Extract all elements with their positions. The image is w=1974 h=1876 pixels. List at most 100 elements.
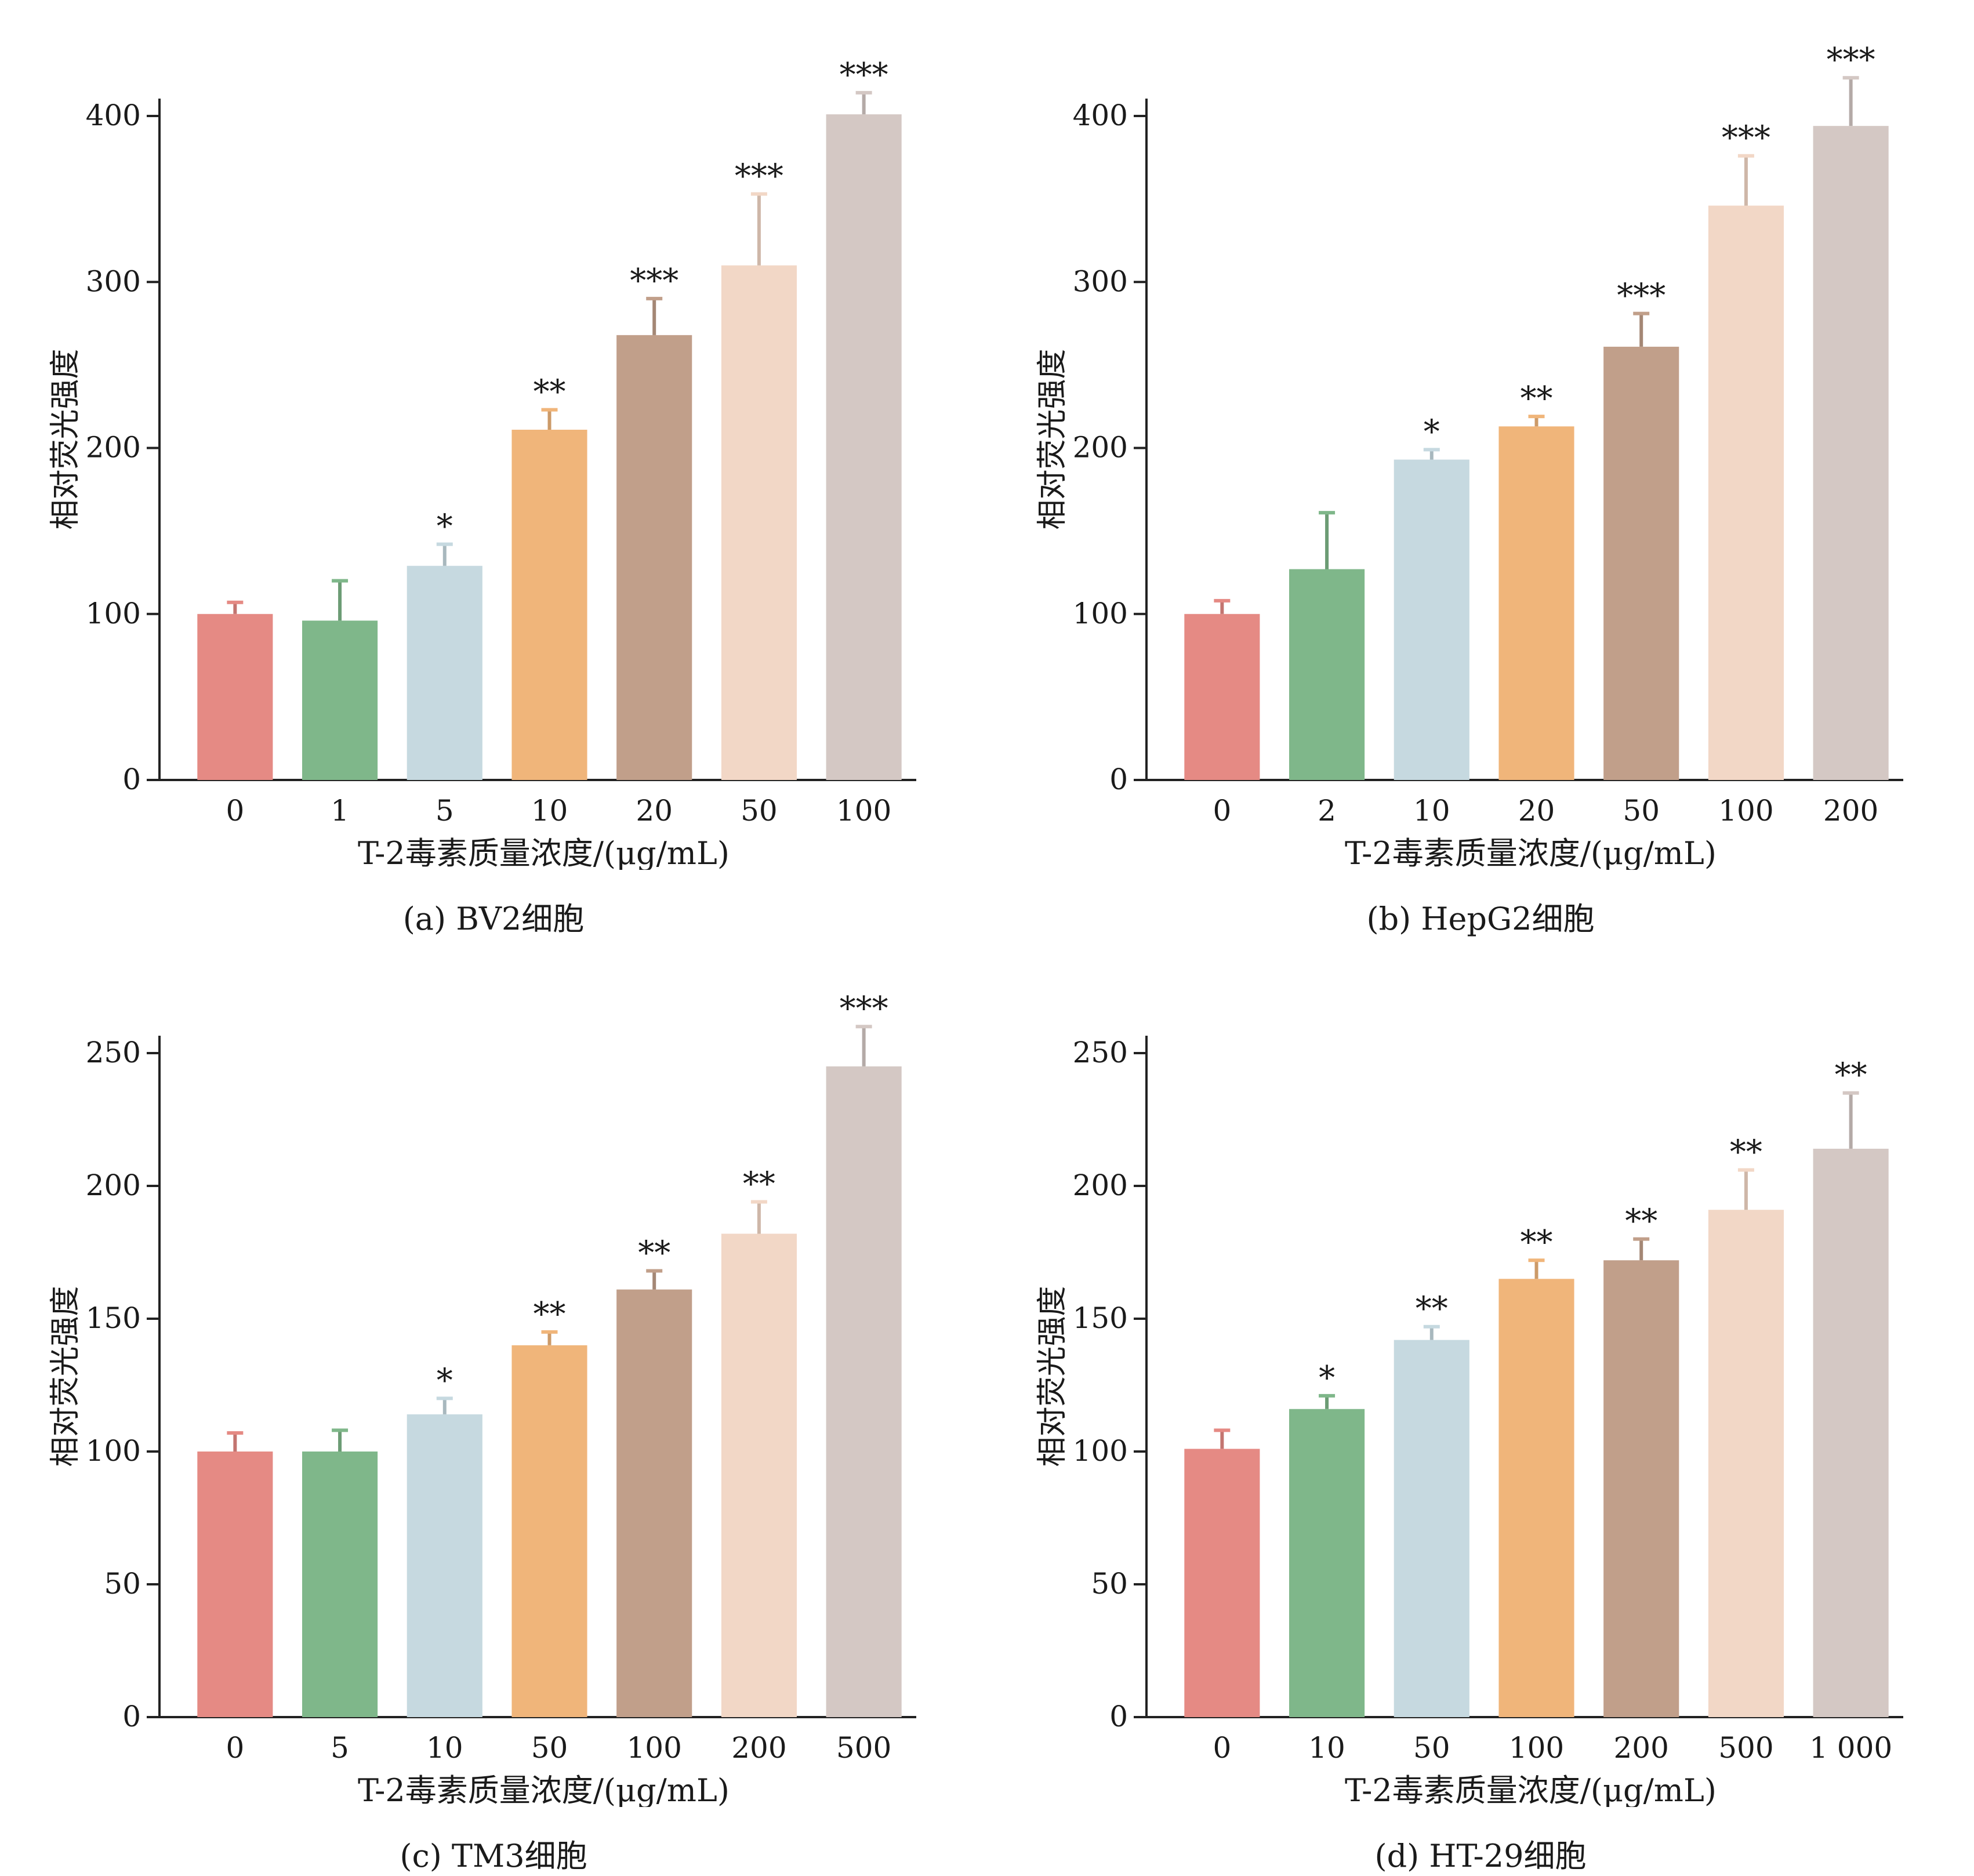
chart-panel-b: 0 100 200 300 400 相对荧光强度 0 2 * 10 ** 20 *** 50 *** 100 *… [987,0,1974,937]
x-tick-label: 500 [1718,1731,1773,1765]
y-tick-label: 100 [1073,597,1128,630]
bar-d-3 [1498,1279,1574,1717]
significance-mark: * [437,508,453,546]
x-tick-label: 5 [331,1731,349,1765]
significance-mark: ** [1835,1057,1867,1094]
y-tick-label: 0 [122,1700,141,1733]
y-tick-label: 0 [1109,763,1128,796]
bar-b-3 [1498,426,1574,780]
significance-mark: *** [1827,41,1875,79]
x-axis-label: T-2毒素质量浓度/(μg/mL) [358,1772,730,1807]
x-tick-label: 1 [331,794,349,828]
x-tick-label: 1 000 [1809,1731,1892,1765]
y-tick-label: 200 [86,431,141,465]
bar-b-4 [1603,346,1679,780]
significance-mark: ** [1521,380,1553,418]
bar-d-6 [1813,1148,1889,1717]
significance-mark: * [437,1362,453,1399]
bar-a-5 [721,265,797,780]
x-tick-label: 10 [531,794,568,828]
x-tick-label: 50 [741,794,778,828]
y-tick-label: 150 [86,1301,141,1335]
significance-mark: ** [1625,1203,1657,1240]
x-tick-label: 50 [1623,794,1660,828]
y-tick-label: 100 [86,597,141,630]
significance-mark: ** [1416,1290,1448,1328]
bar-b-5 [1708,205,1784,780]
y-tick-label: 400 [86,99,141,132]
x-tick-label: 20 [636,794,673,828]
bar-c-1 [302,1452,378,1717]
x-tick-label: 0 [1213,794,1231,828]
significance-mark: ** [534,1296,566,1333]
x-tick-label: 100 [836,794,891,828]
x-tick-label: 10 [1413,794,1450,828]
x-tick-label: 0 [226,794,244,828]
significance-mark: *** [1617,277,1665,315]
y-tick-label: 250 [1073,1036,1128,1069]
significance-mark: *** [840,990,888,1028]
x-tick-label: 50 [1413,1731,1450,1765]
y-axis-label: 相对荧光强度 [1035,1286,1070,1467]
significance-mark: ** [1730,1134,1762,1171]
y-tick-label: 200 [86,1169,141,1202]
bar-d-5 [1708,1210,1784,1717]
y-tick-label: 300 [86,264,141,298]
chart-caption-d: (d) HT-29细胞 [1374,1838,1587,1874]
y-tick-label: 0 [122,763,141,796]
significance-mark: * [1424,413,1440,451]
y-tick-label: 300 [1073,264,1128,298]
x-tick-label: 100 [1718,794,1773,828]
x-axis-label: T-2毒素质量浓度/(μg/mL) [358,835,730,870]
bar-c-3 [511,1345,587,1717]
bar-c-2 [407,1414,482,1717]
y-tick-label: 100 [1073,1434,1128,1468]
chart-caption-c: (c) TM3细胞 [400,1838,587,1874]
significance-mark: *** [735,158,783,195]
significance-mark: ** [638,1235,670,1272]
significance-mark: *** [630,262,678,300]
y-tick-label: 0 [1109,1700,1128,1733]
significance-mark: ** [1521,1224,1553,1261]
y-tick-label: 400 [1073,99,1128,132]
bar-b-1 [1289,569,1365,780]
chart-caption-b: (b) HepG2细胞 [1366,901,1595,937]
chart-svg-c: 0 50 100 150 200 250 相对荧光强度 0 5 * 10 ** 50 ** 100 ** 200… [48,990,916,1807]
x-tick-label: 100 [1509,1731,1564,1765]
chart-panel-d: 0 50 100 150 200 250 相对荧光强度 0 * 10 ** 50 ** 100 ** 200 *… [987,937,1974,1874]
chart-caption-a: (a) BV2细胞 [402,901,585,937]
y-tick-label: 250 [86,1036,141,1069]
bar-a-0 [197,614,273,780]
y-axis-label: 相对荧光强度 [1035,349,1070,529]
bar-a-2 [407,565,482,780]
bar-d-2 [1394,1340,1469,1717]
y-tick-label: 50 [1091,1567,1128,1601]
x-tick-label: 100 [626,1731,681,1765]
x-tick-label: 200 [1613,1731,1668,1765]
x-tick-label: 5 [436,794,454,828]
bar-d-1 [1289,1409,1365,1717]
significance-mark: ** [534,373,566,411]
chart-svg-d: 0 50 100 150 200 250 相对荧光强度 0 * 10 ** 50 ** 100 ** 200 *… [1035,1036,1903,1807]
x-tick-label: 0 [1213,1731,1231,1765]
chart-panel-a: 0 100 200 300 400 相对荧光强度 0 1 * 5 ** 10 *** 20 *** 50 ***… [0,0,987,937]
x-axis-label: T-2毒素质量浓度/(μg/mL) [1345,1772,1717,1807]
significance-mark: *** [840,56,888,94]
y-tick-label: 100 [86,1434,141,1468]
x-tick-label: 500 [836,1731,891,1765]
y-axis-label: 相对荧光强度 [48,349,83,529]
x-tick-label: 20 [1518,794,1555,828]
bar-d-0 [1184,1449,1260,1717]
y-axis-label: 相对荧光强度 [48,1286,83,1467]
bar-c-5 [721,1233,797,1717]
bar-a-1 [302,621,378,780]
chart-panel-c: 0 50 100 150 200 250 相对荧光强度 0 5 * 10 ** 50 ** 100 ** 200… [0,937,987,1874]
y-tick-label: 200 [1073,431,1128,465]
x-tick-label: 0 [226,1731,244,1765]
bar-b-0 [1184,614,1260,780]
bar-d-4 [1603,1260,1679,1717]
chart-svg-b: 0 100 200 300 400 相对荧光强度 0 2 * 10 ** 20 *** 50 *** 100 *… [1035,41,1903,870]
x-axis-label: T-2毒素质量浓度/(μg/mL) [1345,835,1717,870]
bar-c-6 [826,1066,902,1717]
x-tick-label: 10 [426,1731,463,1765]
